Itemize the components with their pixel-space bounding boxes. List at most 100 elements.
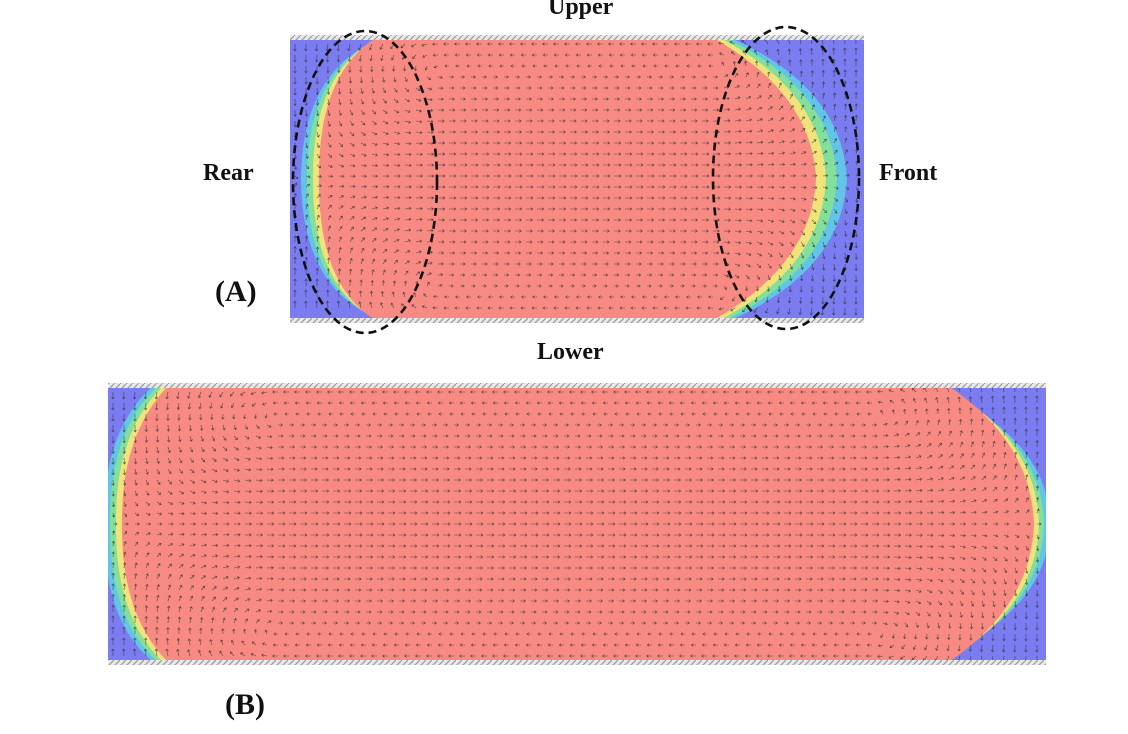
velocity-arrow: [222, 446, 228, 451]
velocity-arrow: [471, 196, 479, 200]
velocity-arrow: [526, 632, 531, 636]
velocity-arrow: [1002, 622, 1006, 631]
velocity-arrow: [636, 75, 641, 79]
velocity-arrow: [740, 434, 746, 438]
velocity-arrow: [438, 412, 443, 416]
velocity-arrow: [404, 228, 412, 232]
velocity-arrow: [399, 456, 406, 460]
velocity-arrow: [300, 588, 307, 592]
velocity-arrow: [255, 446, 262, 450]
velocity-arrow: [718, 423, 724, 427]
velocity-arrow: [531, 511, 539, 515]
velocity-arrow: [360, 401, 366, 405]
velocity-arrow: [979, 655, 983, 661]
velocity-arrow: [658, 130, 665, 134]
velocity-arrow: [493, 196, 501, 200]
velocity-arrow: [773, 533, 781, 537]
velocity-arrow: [658, 141, 666, 145]
velocity-arrow: [702, 632, 707, 636]
velocity-arrow: [421, 544, 429, 548]
velocity-arrow: [347, 43, 351, 52]
velocity-arrow: [404, 174, 412, 178]
velocity-arrow: [844, 390, 850, 394]
velocity-arrow: [382, 269, 386, 276]
velocity-arrow: [734, 152, 742, 156]
velocity-arrow: [652, 42, 658, 46]
velocity-arrow: [947, 633, 951, 641]
velocity-arrow: [219, 650, 224, 657]
velocity-arrow: [438, 632, 443, 636]
velocity-arrow: [460, 174, 468, 178]
velocity-arrow: [383, 632, 388, 636]
velocity-arrow: [680, 284, 685, 288]
velocity-arrow: [520, 533, 528, 537]
velocity-arrow: [882, 500, 891, 504]
velocity-arrow: [839, 555, 847, 559]
velocity-arrow: [283, 654, 289, 658]
velocity-arrow: [850, 555, 858, 559]
velocity-arrow: [371, 131, 378, 136]
velocity-arrow: [872, 467, 879, 471]
velocity-arrow: [305, 131, 309, 138]
velocity-arrow: [658, 86, 664, 90]
velocity-arrow: [619, 588, 626, 592]
velocity-arrow: [189, 479, 195, 484]
velocity-arrow: [305, 193, 309, 199]
velocity-arrow: [872, 456, 879, 460]
velocity-arrow: [948, 611, 952, 618]
velocity-arrow: [454, 522, 462, 526]
velocity-arrow: [411, 304, 417, 309]
velocity-arrow: [355, 577, 362, 581]
velocity-arrow: [773, 610, 779, 614]
velocity-arrow: [283, 643, 289, 647]
velocity-arrow: [244, 478, 252, 483]
velocity-arrow: [850, 434, 856, 438]
velocity-arrow: [811, 401, 817, 405]
velocity-arrow: [839, 456, 846, 460]
velocity-arrow: [937, 556, 945, 560]
velocity-arrow: [756, 219, 764, 223]
velocity-arrow: [360, 98, 365, 105]
velocity-arrow: [872, 621, 878, 625]
velocity-arrow: [368, 43, 373, 51]
velocity-arrow: [366, 478, 374, 482]
velocity-arrow: [404, 131, 412, 135]
velocity-arrow: [740, 555, 748, 559]
velocity-arrow: [937, 544, 945, 549]
velocity-arrow: [122, 615, 126, 624]
velocity-arrow: [166, 424, 170, 432]
velocity-arrow: [355, 434, 361, 438]
velocity-arrow: [674, 588, 681, 592]
velocity-arrow: [702, 86, 708, 90]
velocity-arrow: [937, 567, 944, 571]
velocity-arrow: [784, 566, 792, 570]
velocity-arrow: [515, 108, 522, 112]
velocity-arrow: [811, 185, 818, 190]
velocity-arrow: [454, 544, 462, 548]
velocity-arrow: [619, 566, 627, 570]
velocity-arrow: [1035, 589, 1039, 597]
velocity-arrow: [833, 197, 838, 202]
velocity-arrow: [729, 566, 737, 570]
velocity-arrow: [443, 423, 449, 427]
velocity-arrow: [393, 142, 401, 146]
velocity-arrow: [379, 43, 384, 50]
velocity-arrow: [877, 644, 884, 648]
velocity-arrow: [326, 87, 331, 95]
velocity-arrow: [647, 632, 652, 636]
velocity-arrow: [652, 306, 658, 310]
velocity-arrow: [795, 621, 801, 625]
velocity-arrow: [477, 295, 482, 299]
velocity-arrow: [592, 196, 600, 200]
velocity-arrow: [144, 435, 149, 443]
velocity-arrow: [614, 273, 620, 277]
velocity-arrow: [690, 401, 696, 405]
velocity-arrow: [882, 422, 888, 426]
velocity-arrow: [437, 86, 444, 90]
velocity-arrow: [444, 64, 449, 68]
velocity-arrow: [619, 489, 627, 493]
velocity-arrow: [432, 445, 439, 449]
velocity-arrow: [410, 522, 418, 526]
velocity-arrow: [382, 87, 387, 94]
velocity-arrow: [493, 185, 501, 189]
